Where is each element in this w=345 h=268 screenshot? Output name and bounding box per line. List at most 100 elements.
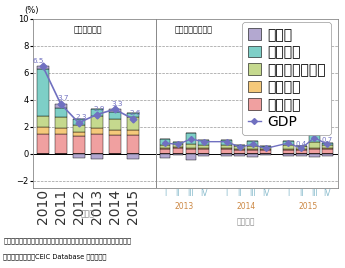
Bar xyxy=(72,119,85,125)
Bar xyxy=(309,154,320,157)
Bar xyxy=(309,149,320,154)
Bar xyxy=(127,135,139,154)
Bar xyxy=(127,113,139,117)
Bar xyxy=(186,144,196,148)
Bar xyxy=(90,109,103,116)
Bar xyxy=(260,149,271,150)
Bar xyxy=(247,146,258,149)
Bar xyxy=(160,139,170,145)
Bar xyxy=(221,149,232,154)
Bar xyxy=(247,141,258,146)
Bar xyxy=(172,142,184,144)
Bar xyxy=(172,144,184,147)
Bar xyxy=(247,154,258,157)
Bar xyxy=(260,154,271,155)
Bar xyxy=(322,149,333,154)
Bar xyxy=(234,154,245,156)
Bar xyxy=(72,154,85,158)
Bar xyxy=(109,119,121,129)
Bar xyxy=(127,129,139,135)
Bar xyxy=(309,143,320,148)
Bar xyxy=(260,146,271,147)
Bar xyxy=(247,150,258,154)
Bar xyxy=(109,135,121,154)
Text: （年期）: （年期） xyxy=(237,217,255,226)
Bar xyxy=(234,149,245,150)
Bar xyxy=(109,109,121,112)
Bar xyxy=(283,145,294,149)
Bar xyxy=(72,132,85,136)
Text: 備考：四半期については季調済み前期比（年率換算は行っていない）。: 備考：四半期については季調済み前期比（年率換算は行っていない）。 xyxy=(3,237,131,244)
Bar xyxy=(90,116,103,128)
Bar xyxy=(37,127,49,133)
Bar xyxy=(260,150,271,154)
Bar xyxy=(283,149,294,150)
Bar xyxy=(127,117,139,129)
Bar xyxy=(322,143,333,145)
Text: (%): (%) xyxy=(24,6,38,15)
Bar xyxy=(198,148,209,149)
Bar xyxy=(296,149,307,150)
Text: 1.2: 1.2 xyxy=(309,130,320,136)
Bar xyxy=(55,104,67,108)
Text: 3.3: 3.3 xyxy=(111,101,122,107)
Bar xyxy=(37,66,49,69)
Bar xyxy=(90,154,103,159)
Bar xyxy=(55,133,67,154)
Text: （四半期ベース）: （四半期ベース） xyxy=(175,25,213,35)
Bar xyxy=(234,146,245,149)
Bar xyxy=(172,154,184,155)
Bar xyxy=(186,154,196,159)
Bar xyxy=(160,145,170,148)
Bar xyxy=(55,108,67,117)
Bar xyxy=(198,149,209,154)
Text: 3.7: 3.7 xyxy=(57,95,69,101)
Bar xyxy=(55,128,67,133)
Bar xyxy=(109,129,121,135)
Bar xyxy=(160,148,170,149)
Bar xyxy=(234,145,245,146)
Bar xyxy=(296,154,307,156)
Bar xyxy=(221,154,232,156)
Bar xyxy=(283,141,294,145)
Bar xyxy=(322,154,333,156)
Bar xyxy=(296,146,307,149)
Text: 2.3: 2.3 xyxy=(75,114,87,120)
Bar xyxy=(37,69,49,116)
Text: 2015: 2015 xyxy=(298,202,317,211)
Bar xyxy=(260,147,271,149)
Text: 6.5: 6.5 xyxy=(33,58,45,64)
Bar xyxy=(90,128,103,133)
Bar xyxy=(296,150,307,154)
Bar xyxy=(160,154,170,158)
Bar xyxy=(37,133,49,154)
Bar xyxy=(72,136,85,154)
Bar xyxy=(172,147,184,148)
Text: 2.6: 2.6 xyxy=(129,110,140,116)
Legend: 純輸出, 在庫変動, 総固定資本形成, 政府消費, 民間消費, GDP: 純輸出, 在庫変動, 総固定資本形成, 政府消費, 民間消費, GDP xyxy=(242,22,331,135)
Bar xyxy=(90,133,103,154)
Bar xyxy=(186,148,196,149)
Bar xyxy=(55,117,67,128)
Bar xyxy=(283,154,294,156)
Bar xyxy=(322,148,333,149)
Text: 2014: 2014 xyxy=(237,202,256,211)
Text: （年）: （年） xyxy=(81,210,95,218)
Text: （年ベース）: （年ベース） xyxy=(73,25,102,35)
Bar xyxy=(127,154,139,159)
Bar xyxy=(172,148,184,154)
Bar xyxy=(186,149,196,154)
Bar xyxy=(309,148,320,149)
Bar xyxy=(322,145,333,148)
Bar xyxy=(198,140,209,145)
Bar xyxy=(221,145,232,148)
Bar xyxy=(109,112,121,119)
Bar xyxy=(198,154,209,156)
Bar xyxy=(234,150,245,154)
Bar xyxy=(247,149,258,150)
Text: 2013: 2013 xyxy=(175,202,194,211)
Bar xyxy=(72,125,85,132)
Text: 0.7: 0.7 xyxy=(322,137,333,143)
Bar xyxy=(309,135,320,143)
Bar xyxy=(37,116,49,127)
